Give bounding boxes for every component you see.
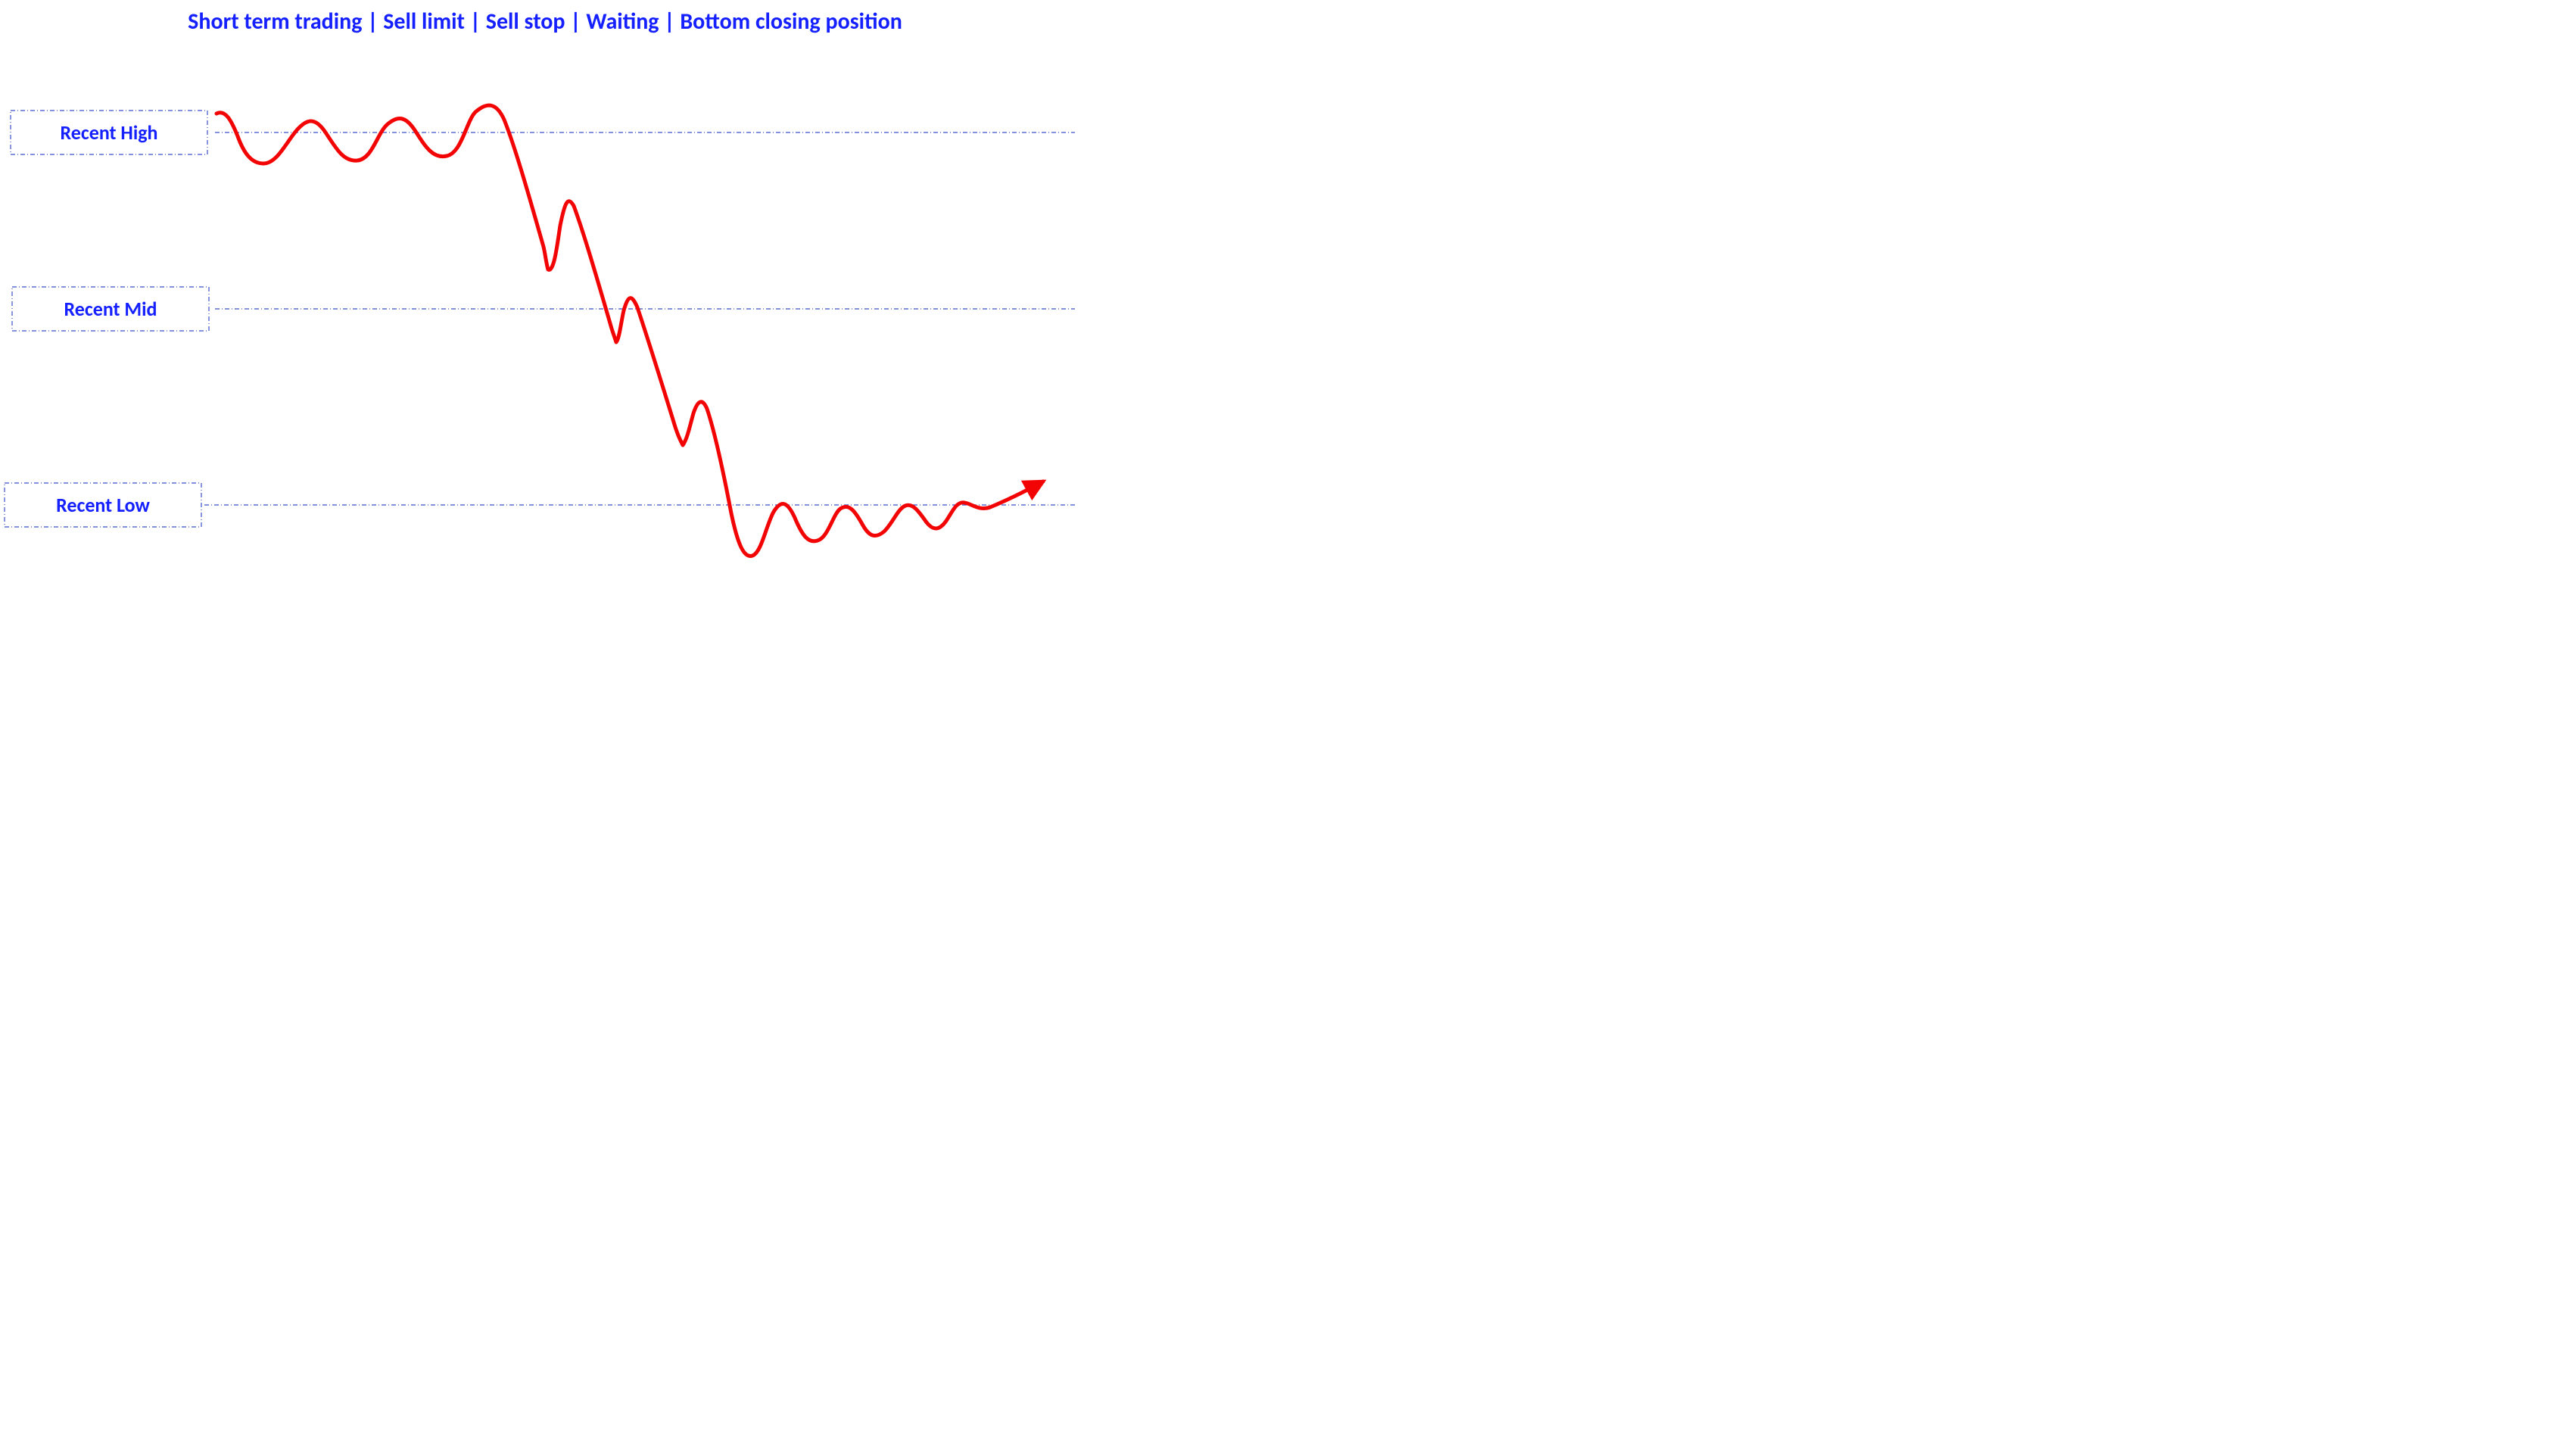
price-curve-svg <box>0 0 1090 613</box>
trading-diagram: Short term trading | Sell limit | Sell s… <box>0 0 1090 613</box>
price-curve <box>216 105 1043 556</box>
